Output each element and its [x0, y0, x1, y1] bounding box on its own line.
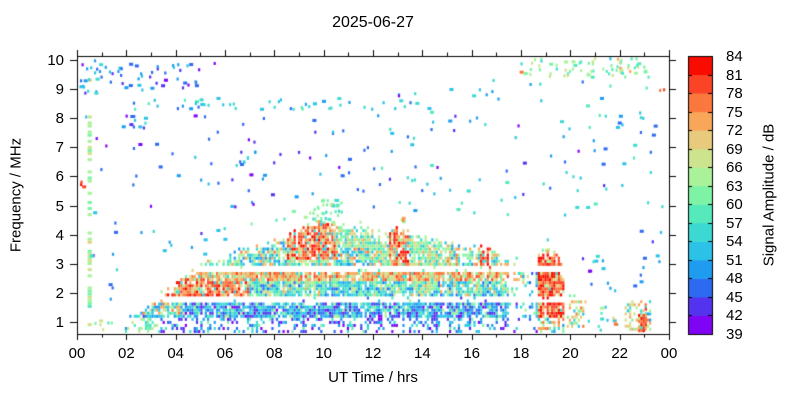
x-tick-label: 08	[265, 345, 283, 362]
x-tick-label: 06	[216, 345, 234, 362]
chart-title: 2025-06-27	[332, 14, 414, 31]
colorbar-tick-label: 39	[726, 326, 743, 343]
x-tick-label: 02	[117, 345, 135, 362]
y-tick-label: 9	[55, 81, 64, 99]
colorbar-tick-label: 54	[726, 233, 743, 251]
x-tick-label: 10	[315, 345, 332, 362]
y-tick-label: 1	[55, 314, 64, 331]
y-tick-label: 6	[55, 168, 64, 186]
x-axis-label: UT Time / hrs	[328, 369, 418, 386]
colorbar-tick-label: 72	[726, 122, 743, 140]
y-tick-label: 8	[55, 110, 64, 128]
y-tick-label: 10	[47, 52, 64, 69]
colorbar-tick-label: 48	[726, 270, 743, 288]
colorbar-tick-label: 42	[726, 307, 743, 325]
colorbar-tick-label: 51	[726, 251, 743, 269]
x-tick-label: 18	[512, 345, 530, 362]
colorbar-tick-label: 45	[726, 288, 743, 306]
colorbar-tick-label: 66	[726, 159, 743, 177]
x-tick-label: 16	[463, 345, 480, 362]
y-tick-label: 5	[55, 197, 64, 215]
y-tick-label: 7	[55, 139, 64, 157]
y-tick-label: 4	[55, 226, 64, 244]
colorbar-tick-label: 57	[726, 214, 743, 232]
x-tick-label: 04	[167, 345, 184, 362]
colorbar-tick-label: 69	[726, 140, 743, 158]
x-tick-label: 22	[611, 345, 628, 362]
x-tick-label: 14	[413, 345, 431, 362]
colorbar-tick-label: 81	[726, 66, 743, 84]
y-tick-label: 3	[55, 255, 64, 273]
x-tick-label: 20	[561, 345, 579, 362]
colorbar-tick-label: 60	[726, 196, 743, 214]
y-axis-label: Frequency / MHz	[7, 137, 25, 253]
colorbar-tick-label: 78	[726, 85, 743, 103]
colorbar-label: Signal Amplitude / dB	[760, 123, 778, 267]
x-tick-label: 12	[364, 345, 382, 362]
colorbar-tick-label: 75	[726, 103, 743, 121]
y-tick-label: 2	[55, 284, 64, 302]
x-tick-label: 00	[68, 345, 86, 362]
x-tick-label: 00	[660, 345, 678, 362]
colorbar-tick-label: 84	[726, 48, 743, 65]
colorbar-tick-label: 63	[726, 177, 743, 195]
